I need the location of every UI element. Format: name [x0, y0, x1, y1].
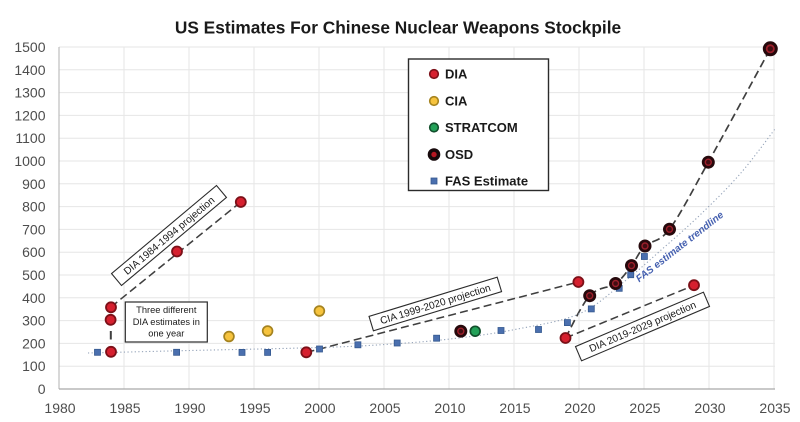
svg-text:1985: 1985: [109, 400, 140, 416]
svg-text:CIA: CIA: [445, 94, 468, 109]
svg-text:STRATCOM: STRATCOM: [445, 120, 518, 135]
svg-text:0: 0: [38, 381, 46, 397]
svg-text:2020: 2020: [564, 400, 595, 416]
svg-text:1995: 1995: [239, 400, 270, 416]
svg-text:2035: 2035: [759, 400, 790, 416]
svg-text:700: 700: [22, 221, 46, 237]
svg-text:1980: 1980: [44, 400, 75, 416]
svg-text:OSD: OSD: [445, 147, 473, 162]
svg-text:2025: 2025: [629, 400, 660, 416]
svg-text:2000: 2000: [304, 400, 335, 416]
svg-text:2010: 2010: [434, 400, 465, 416]
svg-text:one year: one year: [148, 329, 184, 339]
svg-text:1200: 1200: [14, 107, 45, 123]
svg-text:800: 800: [22, 199, 46, 215]
svg-text:1300: 1300: [14, 85, 45, 101]
svg-text:DIA estimates in: DIA estimates in: [133, 317, 200, 327]
svg-text:2005: 2005: [369, 400, 400, 416]
svg-text:900: 900: [22, 176, 46, 192]
svg-text:100: 100: [22, 358, 46, 374]
svg-text:1400: 1400: [14, 62, 45, 78]
svg-text:1500: 1500: [14, 39, 45, 55]
svg-text:1100: 1100: [15, 130, 45, 146]
svg-text:US Estimates For Chinese Nucle: US Estimates For Chinese Nuclear Weapons…: [175, 18, 622, 38]
svg-text:2015: 2015: [499, 400, 530, 416]
svg-text:1000: 1000: [14, 153, 45, 169]
svg-text:500: 500: [22, 267, 46, 283]
svg-text:300: 300: [22, 313, 46, 329]
svg-text:Three different: Three different: [136, 305, 197, 315]
svg-text:600: 600: [22, 244, 46, 260]
svg-text:1990: 1990: [174, 400, 205, 416]
svg-text:FAS Estimate: FAS Estimate: [445, 174, 528, 189]
svg-text:2030: 2030: [694, 400, 725, 416]
svg-text:200: 200: [22, 335, 46, 351]
svg-text:400: 400: [22, 290, 46, 306]
svg-text:DIA: DIA: [445, 67, 468, 82]
